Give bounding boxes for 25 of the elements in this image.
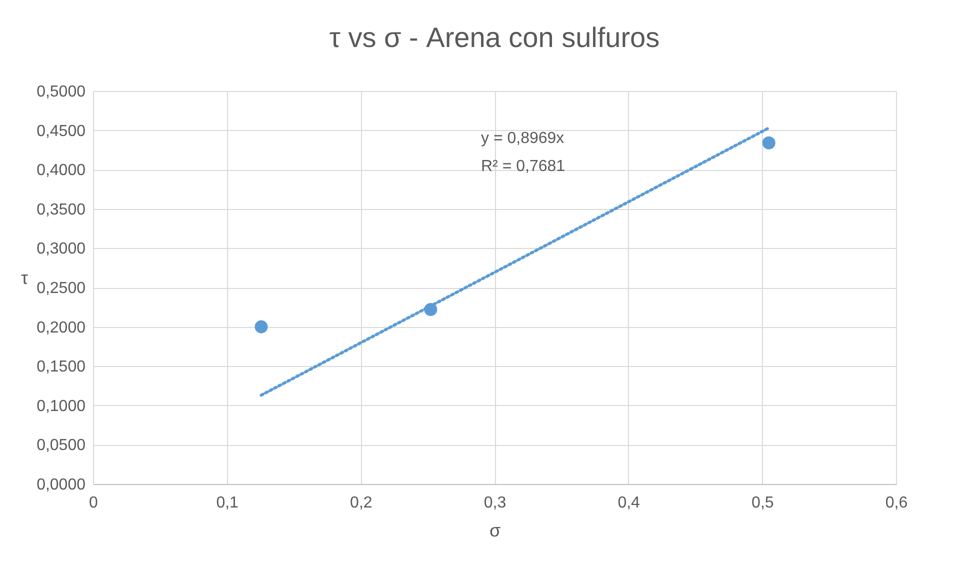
y-tick-label: 0,0000 <box>36 476 86 494</box>
y-axis-title: τ <box>21 268 28 288</box>
x-tick-label: 0,1 <box>216 494 239 512</box>
x-tick-label: 0,6 <box>885 494 908 512</box>
annotation: R² = 0,7681 <box>481 158 566 175</box>
y-tick-label: 0,2000 <box>36 319 86 336</box>
annotation: y = 0,8969x <box>481 130 564 147</box>
point <box>762 136 776 150</box>
y-tick-label: 0,4000 <box>36 162 86 180</box>
x-tick-label: 0,3 <box>484 494 506 512</box>
x-tick-label: 0,4 <box>618 494 640 512</box>
x-tick-label: 0 <box>89 494 98 512</box>
y-tick-label: 0,3000 <box>36 240 86 258</box>
y-tick-label: 0,0500 <box>36 437 86 454</box>
point <box>254 320 268 334</box>
y-tick-label: 0,1000 <box>36 398 86 415</box>
y-tick-label: 0,2500 <box>36 280 86 297</box>
x-axis-title: σ <box>489 520 501 540</box>
y-tick-label: 0,1500 <box>36 358 86 376</box>
x-tick-label: 0,5 <box>752 494 774 512</box>
chart-title: τ vs σ - Arena con sulfuros <box>329 22 660 53</box>
y-tick-label: 0,5000 <box>36 84 86 100</box>
x-tick-label: 0,2 <box>350 494 372 512</box>
y-tick-label: 0,3500 <box>36 201 86 218</box>
y-tick-label: 0,4500 <box>36 122 86 140</box>
